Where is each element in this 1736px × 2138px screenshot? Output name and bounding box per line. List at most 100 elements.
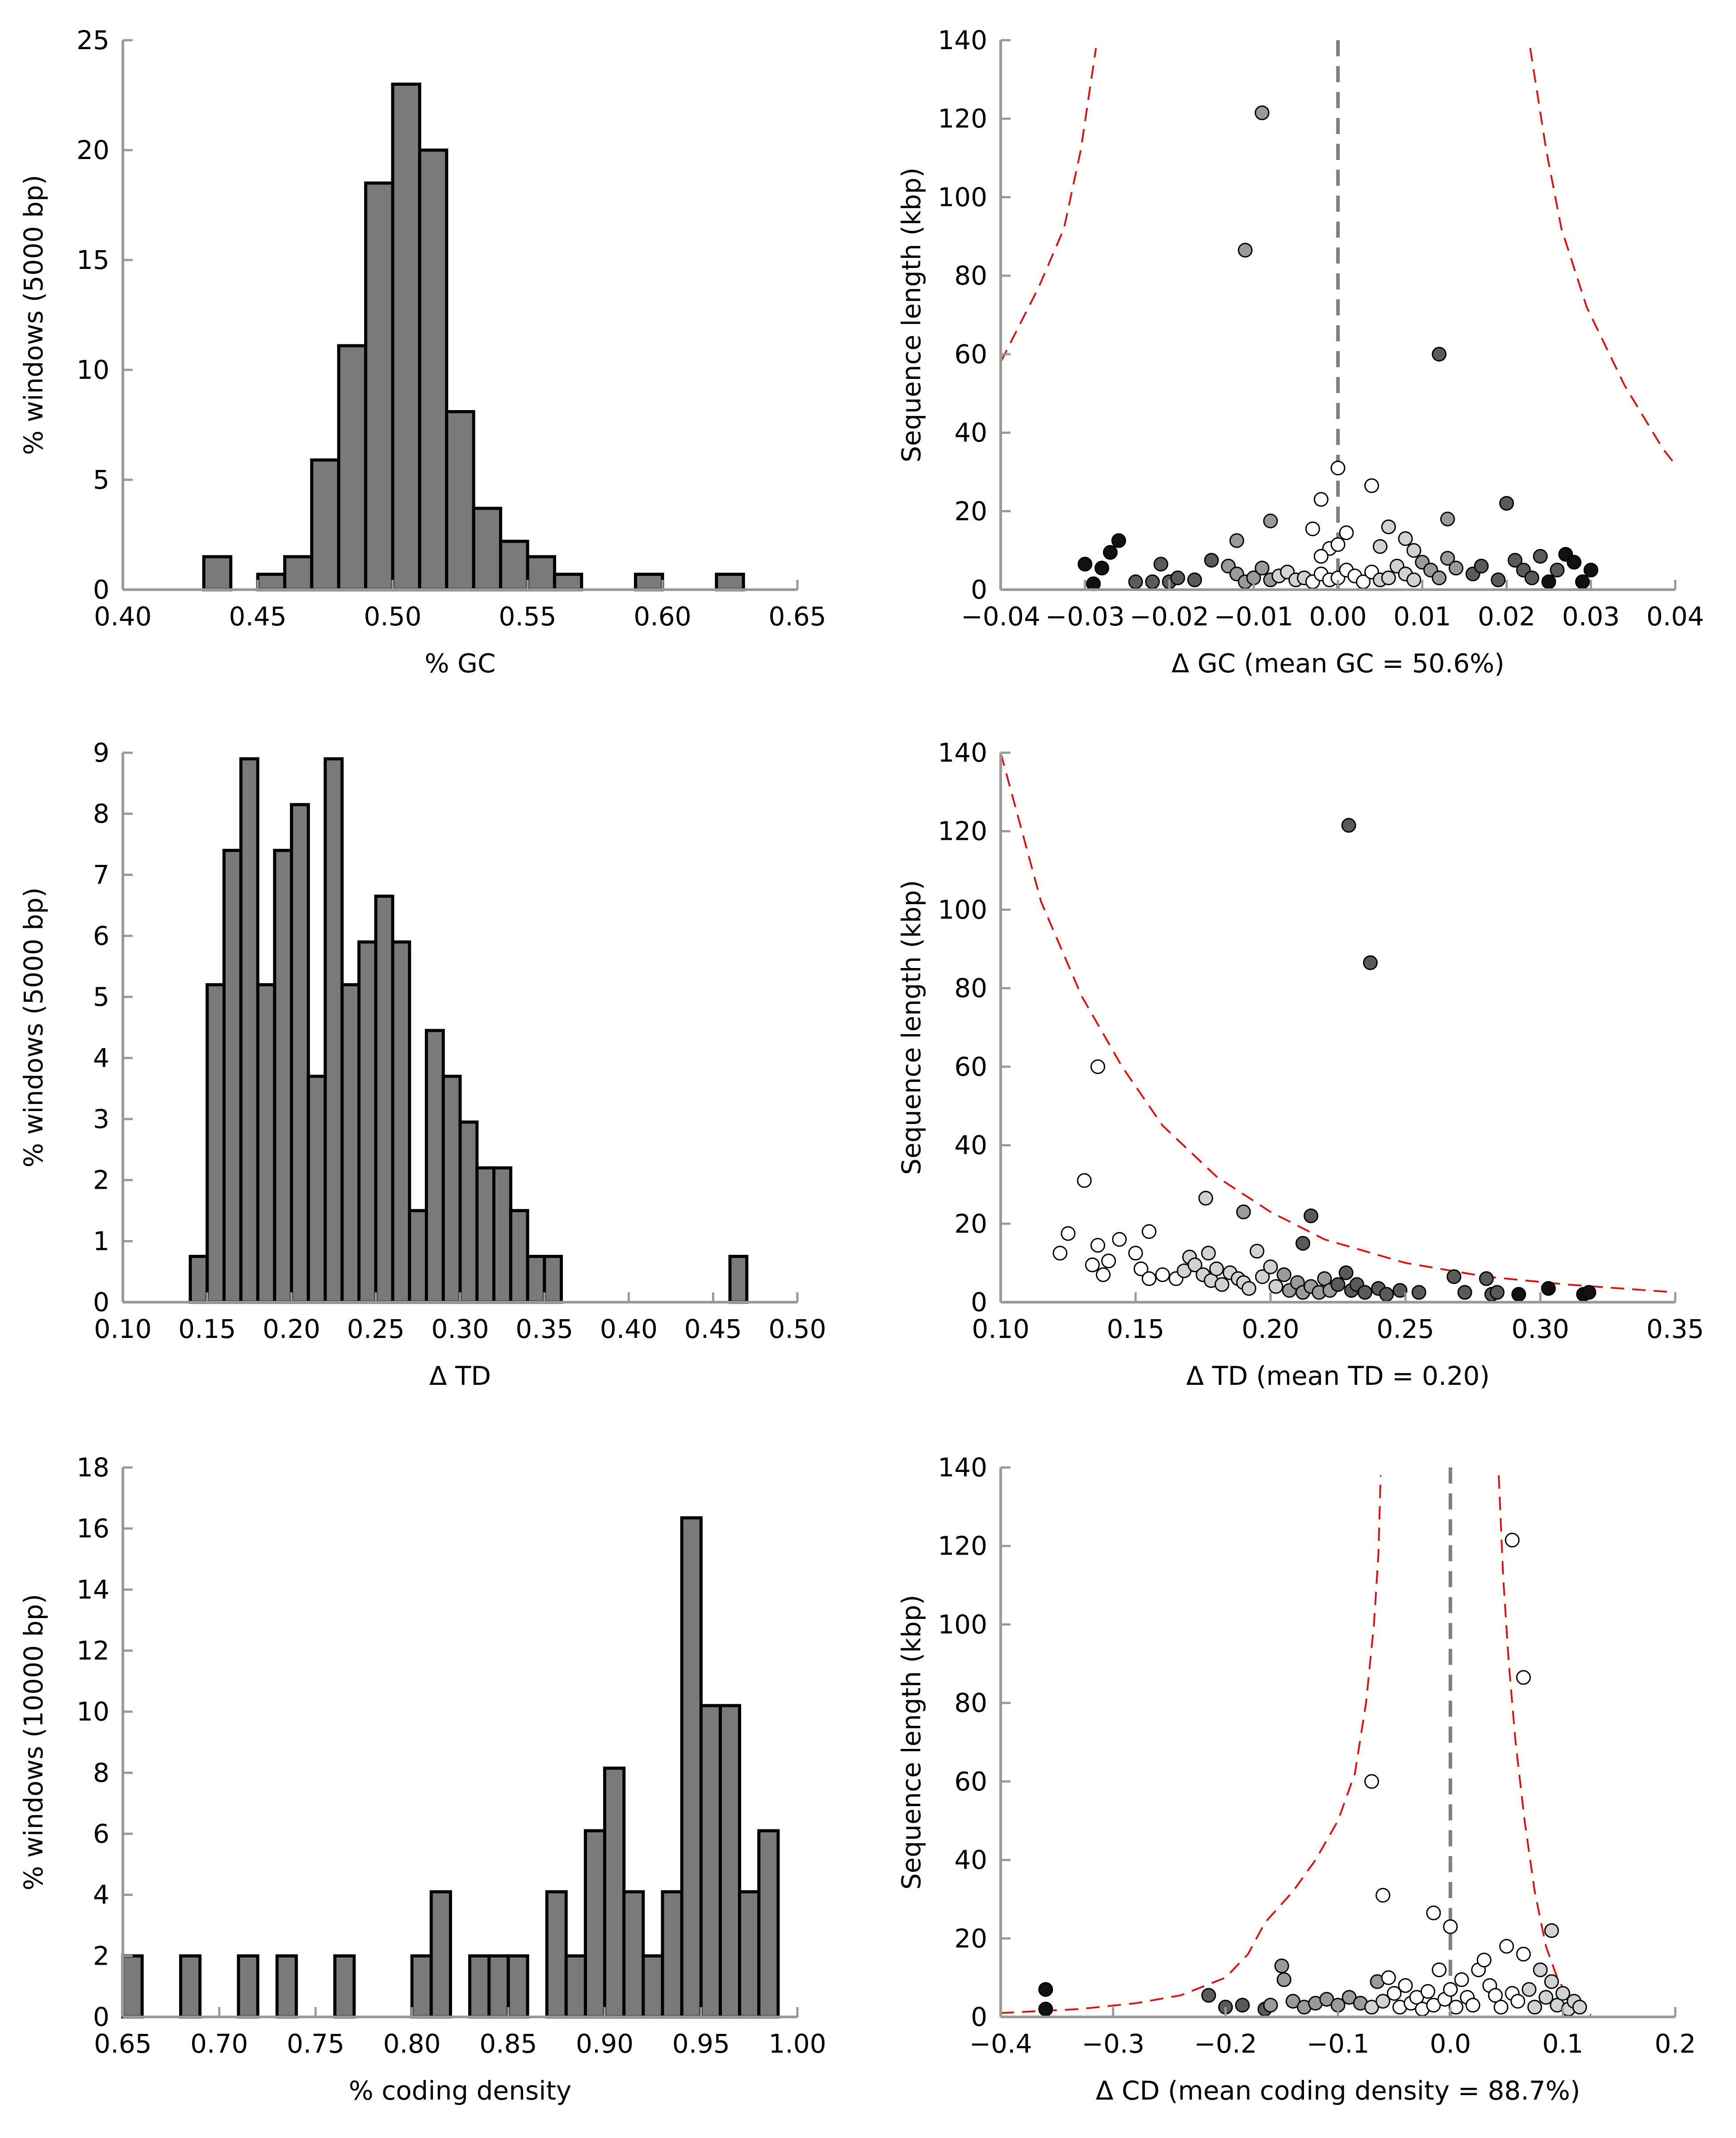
td-hist-x-tick-label-4: 0.30: [431, 1314, 489, 1344]
cd-hist-y-tick-label-0: 0: [93, 2002, 109, 2032]
gc-scatter-point-61: [1491, 572, 1506, 587]
gc-hist-panel: 0.40 0.45 0.50 0.55 0.60 0.65 0 5 10 15 20 25 % GC % …: [18, 25, 826, 679]
td-hist-bar-5: [273, 849, 293, 1304]
td-hist-y-tick-label-6: 6: [93, 921, 109, 951]
cd-hist-bar-15: [642, 1954, 664, 2019]
cd-hist-bar-4: [333, 1954, 356, 2019]
gc-scatter-y-tick-label-1: 20: [954, 496, 987, 526]
td-hist-y-tick-label-7: 7: [93, 859, 109, 890]
cd-scatter-point-60: [1572, 2000, 1587, 2015]
gc-scatter-bound-line-0: [1001, 48, 1097, 363]
cd-scatter-x-tick-label-6: 0.2: [1655, 2029, 1696, 2059]
cd-scatter-point-51: [1522, 1982, 1537, 1997]
td-hist-bar-12: [391, 940, 411, 1304]
td-scatter-point-46: [1338, 1265, 1354, 1280]
cd-scatter-point-2: [1364, 1774, 1379, 1789]
cd-hist-y-tick-label-2: 4: [93, 1880, 109, 1910]
gc-scatter-point-3: [1330, 461, 1346, 476]
td-scatter-point-17: [1133, 1261, 1149, 1276]
td-scatter-point-4: [1198, 1191, 1213, 1206]
cd-scatter-point-41: [1465, 1998, 1480, 2013]
cd-scatter-y-tick-label-0: 0: [971, 2002, 987, 2032]
cd-hist-x-tick-label-4: 0.85: [479, 2029, 537, 2059]
gc-scatter-x-tick-label-4: 0.00: [1309, 601, 1367, 632]
td-hist-bar-11: [374, 894, 394, 1304]
td-scatter-point-18: [1141, 1271, 1157, 1286]
gc-hist-bar-0: [202, 555, 233, 591]
gc-scatter-point-10: [1339, 525, 1354, 541]
td-scatter-y-tick-label-7: 140: [938, 738, 987, 768]
gc-scatter-point-12: [1229, 533, 1244, 548]
gc-scatter-panel: −0.04 −0.03 −0.02 −0.01 0.00 0.01 0.02 0.03 0.04…: [896, 25, 1704, 679]
td-scatter-point-8: [1061, 1226, 1076, 1241]
gc-scatter-point-35: [1254, 561, 1270, 576]
cd-scatter-point-57: [1555, 1986, 1570, 2001]
cd-hist-x-tick-label-7: 1.00: [768, 2029, 826, 2059]
cd-scatter-point-3: [1375, 1888, 1391, 1903]
td-scatter-y-tick-label-2: 40: [954, 1130, 987, 1161]
td-scatter-point-13: [1090, 1238, 1105, 1253]
cd-scatter-point-15: [1263, 1998, 1278, 2013]
td-scatter-y-tick-label-1: 20: [954, 1208, 987, 1239]
td-scatter-point-12: [1128, 1245, 1143, 1261]
gc-scatter-x-tick-label-2: −0.02: [1130, 601, 1209, 632]
gc-hist-y-tick-label-4: 20: [76, 135, 109, 165]
cd-scatter-point-5: [1443, 1919, 1458, 1934]
cd-scatter-point-49: [1510, 1994, 1526, 2009]
gc-scatter-bound-line-1: [1529, 48, 1675, 466]
td-scatter-point-23: [1187, 1258, 1203, 1273]
td-hist-bar-1: [205, 983, 226, 1304]
gc-hist-y-tick-label-0: 0: [93, 574, 109, 605]
gc-scatter-point-69: [1575, 574, 1590, 589]
td-scatter-point-45: [1330, 1277, 1346, 1292]
cd-scatter-y-tick-label-6: 120: [938, 1531, 987, 1561]
cd-hist-bar-10: [545, 1890, 568, 2019]
td-scatter-point-36: [1268, 1279, 1283, 1294]
td-scatter-point-49: [1357, 1285, 1372, 1300]
cd-scatter-x-tick-label-1: −0.3: [1082, 2029, 1145, 2059]
cd-scatter-point-25: [1375, 1994, 1391, 2009]
gc-scatter-point-29: [1187, 572, 1202, 587]
gc-hist-bar-4: [337, 344, 368, 591]
td-scatter-y-axis-title: Sequence length (kbp): [896, 880, 927, 1175]
gc-scatter-x-tick-label-8: 0.04: [1646, 601, 1704, 632]
td-scatter-x-axis-title: Δ TD (mean TD = 0.20): [1186, 1361, 1490, 1391]
td-scatter-point-3: [1077, 1173, 1092, 1188]
gc-hist-bar-8: [445, 410, 475, 591]
cd-scatter-y-tick-label-7: 140: [938, 1452, 987, 1483]
cd-scatter-point-34: [1426, 1998, 1441, 2013]
td-scatter-point-16: [1096, 1267, 1111, 1282]
cd-hist-bar-6: [429, 1890, 452, 2019]
td-scatter-point-6: [1304, 1208, 1319, 1224]
gc-scatter-point-24: [1128, 574, 1143, 589]
gc-hist-bar-11: [526, 555, 556, 591]
td-scatter-y-tick-label-6: 120: [938, 816, 987, 847]
gc-scatter-point-65: [1533, 549, 1548, 564]
cd-hist-y-tick-label-5: 10: [76, 1697, 109, 1727]
gc-scatter-point-70: [1567, 555, 1581, 570]
gc-scatter-point-27: [1153, 557, 1169, 572]
td-scatter-point-34: [1255, 1269, 1270, 1284]
gc-scatter-y-tick-label-6: 120: [938, 104, 987, 134]
cd-hist-bar-3: [275, 1954, 298, 2019]
cd-hist-bar-2: [237, 1954, 260, 2019]
cd-scatter-point-37: [1443, 1982, 1458, 1997]
cd-hist-bar-19: [718, 1704, 742, 2019]
td-scatter-point-62: [1581, 1285, 1597, 1300]
td-hist-bar-9: [340, 983, 361, 1304]
cd-scatter-point-33: [1420, 1984, 1435, 1999]
gc-scatter-point-14: [1406, 543, 1422, 558]
td-hist-bar-19: [509, 1209, 529, 1304]
td-hist-x-tick-label-3: 0.25: [347, 1314, 405, 1344]
gc-scatter-point-53: [1406, 572, 1422, 587]
td-hist-panel: 0.10 0.15 0.20 0.25 0.30 0.35 0.40 0.45 0.50 0 1 2 3…: [18, 738, 826, 1391]
cd-hist-y-tick-label-8: 16: [76, 1513, 109, 1544]
cd-hist-bar-17: [680, 1516, 703, 2019]
gc-scatter-x-tick-label-1: −0.03: [1045, 601, 1125, 632]
cd-scatter-point-0: [1505, 1533, 1520, 1548]
gc-hist-bar-13: [634, 573, 664, 591]
cd-hist-bar-13: [603, 1766, 626, 2019]
gc-hist-bar-2: [283, 555, 314, 591]
cd-scatter-bound-line-1: [1497, 1475, 1592, 2016]
cd-scatter-point-8: [1038, 2001, 1053, 2016]
